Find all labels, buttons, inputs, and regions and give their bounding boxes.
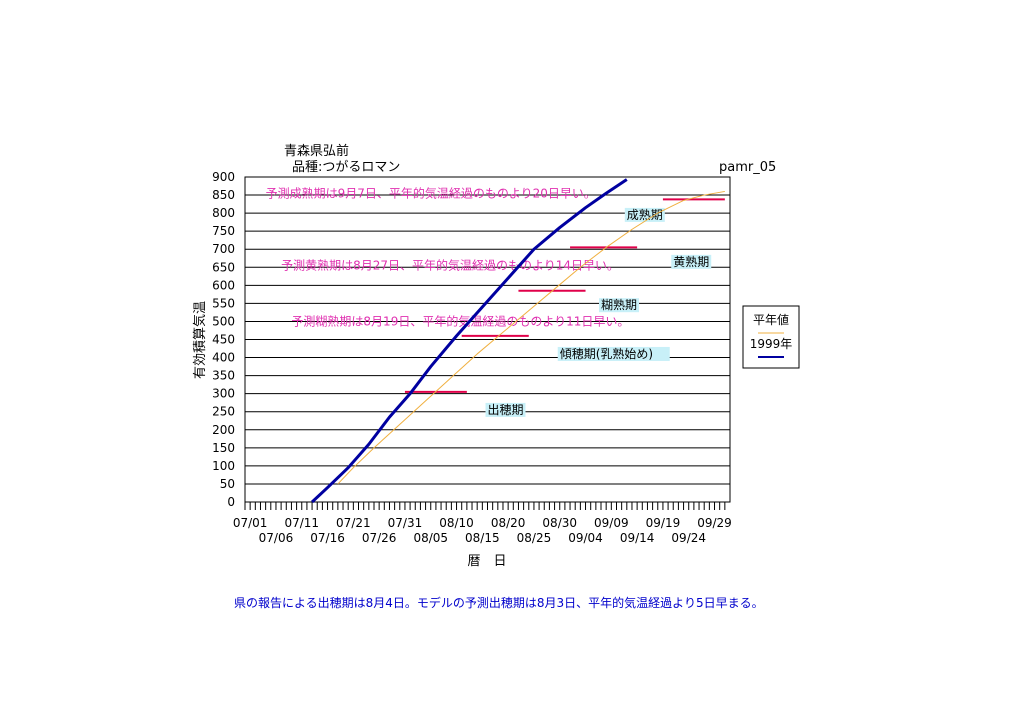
stage-label-bg	[557, 346, 670, 361]
stage-label-bg	[599, 298, 640, 313]
y-tick-label: 350	[212, 369, 235, 383]
x-tick-label: 08/05	[413, 531, 448, 545]
y-tick-label: 700	[212, 242, 235, 256]
y-tick-label: 100	[212, 459, 235, 473]
stage-label: 黄熟期	[673, 254, 709, 269]
y-tick-label: 750	[212, 224, 235, 238]
x-tick-label: 07/06	[259, 531, 294, 545]
y-tick-label: 450	[212, 333, 235, 347]
x-tick-label: 09/24	[671, 531, 706, 545]
series-lines	[311, 178, 725, 504]
x-axis-label: 暦 日	[467, 554, 506, 569]
stage-label: 出穂期	[488, 403, 524, 417]
stage-label-bg	[671, 254, 712, 269]
y-tick-label: 650	[212, 260, 235, 274]
y-axis: 0 50 100 150 200 250 300 350 400 450 500 550 600 650 7…	[212, 170, 235, 509]
x-tick-label: 07/21	[336, 516, 371, 530]
header-location: 青森県弘前	[284, 143, 349, 159]
y-tick-label: 150	[212, 441, 235, 455]
x-tick-label: 08/15	[465, 531, 500, 545]
y-tick-label: 800	[212, 206, 235, 220]
prediction-annotation: 予測糊熟期は8月19日、平年的気温経過のものより11日早い。	[291, 313, 629, 328]
prediction-annotation: 予測黄熟期は8月27日、平年的気温経過のものより14日早い。	[281, 257, 619, 272]
y-tick-label: 500	[212, 314, 235, 328]
x-tick-label: 09/29	[697, 516, 732, 530]
y-axis-label: 有効積算気温	[192, 301, 208, 379]
y-tick-label: 850	[212, 188, 235, 202]
legend-label: 平年値	[753, 312, 789, 327]
stage-label-bg	[485, 402, 526, 417]
y-tick-label: 50	[220, 477, 235, 491]
y-tick-label: 900	[212, 170, 235, 184]
x-tick-label: 09/19	[646, 516, 681, 530]
y-tick-label: 0	[227, 495, 235, 509]
x-tick-label: 09/14	[620, 531, 655, 545]
legend-label: 1999年	[750, 337, 793, 351]
stage-markers: 出穂期 傾穂期(乳熟始め) 糊熟期 黄熟期 成熟期	[404, 198, 725, 417]
x-axis: 07/01 07/11 07/21 07/31 08/10 08/20 08/30 09/09…	[233, 502, 732, 545]
y-tick-label: 300	[212, 387, 235, 401]
x-tick-label: 07/11	[284, 516, 319, 530]
legend: 平年値 1999年	[742, 305, 800, 369]
series-line-1999	[311, 178, 628, 504]
x-tick-label: 07/26	[362, 531, 397, 545]
x-tick-label: 08/30	[542, 516, 577, 530]
x-tick-label: 08/10	[439, 516, 474, 530]
x-tick-label: 09/04	[568, 531, 603, 545]
x-tick-label: 07/16	[310, 531, 345, 545]
x-tick-label: 07/01	[233, 516, 268, 530]
footer-note: 県の報告による出穂期は8月4日。モデルの予測出穂期は8月3日、平年的気温経過より…	[234, 596, 764, 610]
y-tick-label: 600	[212, 278, 235, 292]
y-tick-label: 200	[212, 423, 235, 437]
grid	[244, 176, 731, 503]
stage-label: 傾穂期(乳熟始め)	[560, 346, 653, 361]
x-tick-label: 07/31	[388, 516, 423, 530]
y-tick-label: 250	[212, 405, 235, 419]
y-tick-label: 550	[212, 296, 235, 310]
header-variety: 品種:つがるロマン	[292, 159, 400, 175]
x-tick-label: 08/25	[517, 531, 552, 545]
x-tick-label: 08/20	[491, 516, 526, 530]
prediction-annotation: 予測成熟期は9月7日、平年的気温経過のものより20日早い。	[266, 185, 596, 200]
stage-label: 糊熟期	[601, 297, 637, 312]
stage-label-bg	[624, 207, 665, 222]
prediction-annotations: 予測成熟期は9月7日、平年的気温経過のものより20日早い。予測黄熟期は8月27日…	[266, 185, 630, 328]
header-code: pamr_05	[719, 160, 776, 175]
y-tick-label: 400	[212, 351, 235, 365]
series-line-normal	[337, 190, 725, 485]
x-tick-label: 09/09	[594, 516, 629, 530]
stage-label: 成熟期	[627, 207, 663, 222]
